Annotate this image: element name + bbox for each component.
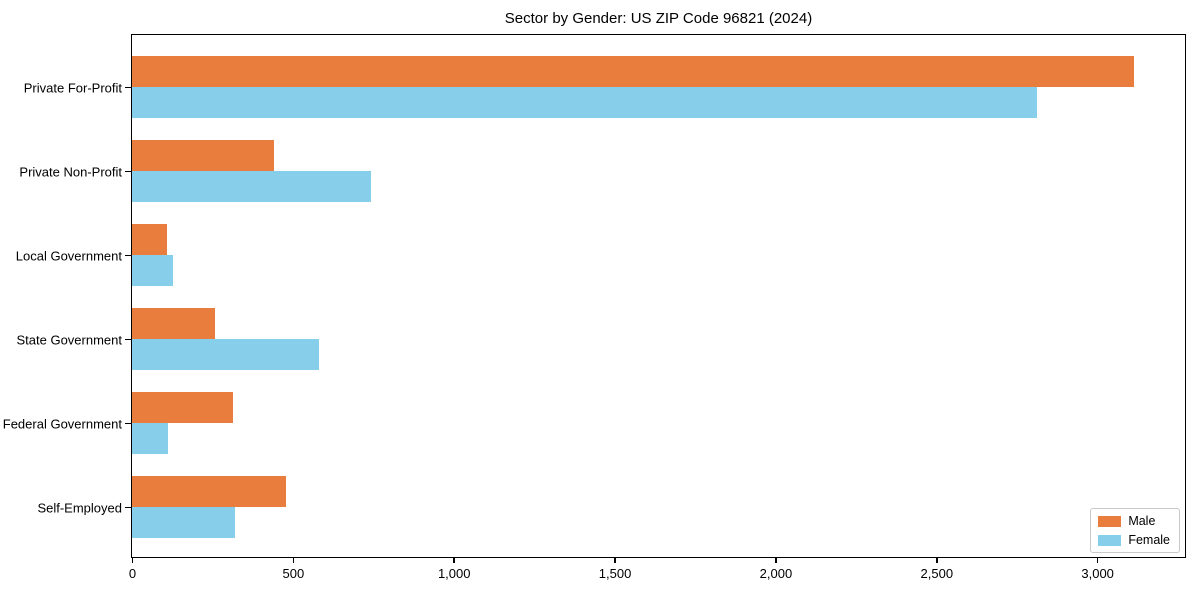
x-tick-label: 0 [128,566,137,581]
male-legend-label: Male [1128,514,1156,528]
y-tick-label: Local Government [15,248,122,263]
y-tick-mark [125,170,131,173]
plot-area: Male Female [131,34,1186,558]
bar-female-3 [132,339,319,370]
female-legend-label: Female [1128,533,1170,547]
chart-title: Sector by Gender: US ZIP Code 96821 (202… [504,10,813,27]
y-tick-label: Private For-Profit [23,80,122,95]
legend-item-female: Female [1098,533,1170,547]
bar-male-1 [132,140,274,171]
legend: Male Female [1090,508,1180,553]
y-tick-mark [125,506,131,509]
y-tick-mark [125,254,131,257]
x-tick-mark [453,558,455,563]
x-tick-label: 500 [282,566,305,581]
x-tick-mark [614,558,616,563]
bar-male-3 [132,308,215,339]
x-tick-label: 2,500 [920,566,954,581]
x-tick-mark [131,558,134,563]
y-tick-mark [125,338,131,341]
y-tick-mark [125,422,131,425]
y-tick-label: Federal Government [2,416,122,431]
y-tick-label: State Government [16,332,123,347]
x-tick-mark [775,558,777,563]
x-tick-label: 1,500 [598,566,632,581]
bar-female-4 [132,423,169,454]
bar-female-2 [132,255,174,286]
bar-female-5 [132,507,235,538]
bar-female-1 [132,171,371,202]
x-tick-mark [292,558,295,563]
x-tick-mark [1096,558,1099,563]
bar-male-5 [132,476,286,507]
y-tick-label: Self-Employed [37,500,122,515]
y-tick-mark [125,86,131,89]
bar-male-2 [132,224,168,255]
x-tick-mark [936,558,938,563]
x-tick-label: 3,000 [1081,566,1114,581]
x-tick-label: 1,000 [437,566,471,581]
legend-item-male: Male [1098,514,1170,528]
bar-male-4 [132,392,233,423]
female-legend-swatch [1098,534,1122,546]
male-legend-swatch [1098,515,1122,527]
x-tick-label: 2,000 [759,566,793,581]
bar-female-0 [132,87,1037,118]
y-tick-label: Private Non-Profit [19,164,122,179]
bar-male-0 [132,56,1135,87]
